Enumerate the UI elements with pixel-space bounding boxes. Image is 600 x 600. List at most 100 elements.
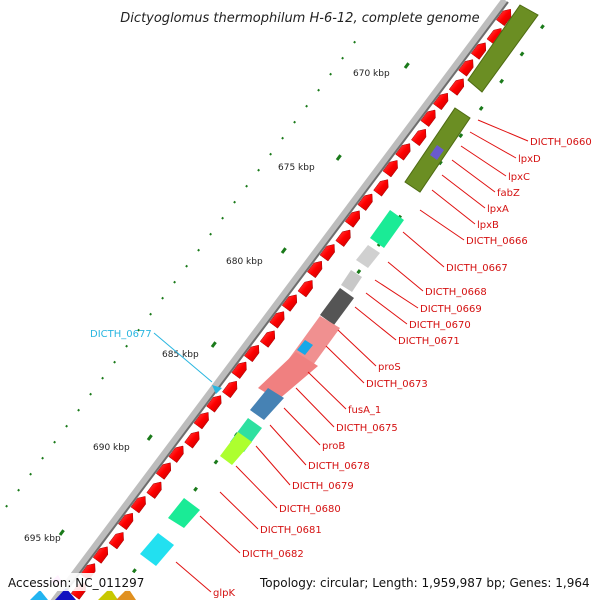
- minor-tick-4: [53, 440, 57, 444]
- gene-arrow-18: [297, 280, 313, 298]
- outer-mark-230: [213, 459, 219, 465]
- minor-tick-17: [209, 232, 212, 236]
- feature-mark-dicth-0677: [212, 385, 222, 394]
- minor-tick-15: [185, 264, 188, 268]
- gene-label-dicth-0682: DICTH_0682: [242, 549, 304, 560]
- gene-label-lpxa: lpxA: [487, 204, 509, 215]
- gene-arrow-27: [411, 128, 427, 147]
- callout-line-16: [283, 407, 321, 446]
- minor-tick-8: [101, 376, 104, 380]
- minor-tick-2: [29, 472, 33, 476]
- gene-label-dicth-0670: DICTH_0670: [409, 320, 471, 331]
- feature-block-teal: [168, 498, 200, 528]
- gene-label-dicth-0671: DICTH_0671: [398, 336, 460, 347]
- callout-line-18: [255, 445, 291, 486]
- callout-line-13: [325, 345, 365, 384]
- callout-line-1: [469, 131, 517, 159]
- gene-arrow-20: [319, 244, 335, 262]
- feature-block-green: [370, 210, 404, 248]
- gene-label-lpxc: lpxC: [508, 172, 530, 183]
- tick-label-675: 675 kbp: [278, 163, 315, 173]
- feature-block-olive-mid: [404, 107, 471, 193]
- minor-tick-3: [41, 456, 45, 460]
- gene-label-pros: proS: [378, 362, 401, 373]
- gene-label-fusa-1: fusA_1: [348, 405, 381, 416]
- callout-line-dicth-0677: [153, 332, 213, 383]
- gene-label-lpxd: lpxD: [518, 154, 541, 165]
- minor-tick-16: [197, 248, 200, 252]
- gene-arrow-22: [344, 210, 361, 228]
- gene-label-dicth-0677: DICTH_0677: [90, 329, 152, 340]
- gene-arrow-15: [259, 330, 276, 348]
- gene-arrow-17: [281, 294, 298, 312]
- callout-line-21: [199, 515, 241, 554]
- minor-tick-9: [113, 360, 116, 364]
- callout-line-6: [419, 209, 465, 241]
- gene-arrow-29: [433, 92, 449, 111]
- gene-label-dicth-0678: DICTH_0678: [308, 461, 370, 472]
- minor-tick-21: [257, 168, 261, 172]
- gene-arrow-14: [244, 344, 260, 363]
- gene-label-dicth-0680: DICTH_0680: [279, 504, 341, 515]
- callout-line-2: [460, 145, 507, 177]
- callout-line-15: [295, 387, 335, 428]
- gene-label-dicth-0666: DICTH_0666: [466, 236, 528, 247]
- major-tick-4: [146, 434, 153, 441]
- gene-arrow-8: [168, 445, 184, 463]
- gene-label-dicth-0675: DICTH_0675: [336, 423, 398, 434]
- gene-label-lpxb: lpxB: [477, 220, 499, 231]
- gene-arrow-32: [470, 42, 487, 60]
- gene-arrow-28: [420, 109, 436, 127]
- gene-label-dicth-0673: DICTH_0673: [366, 379, 428, 390]
- minor-tick-26: [317, 88, 321, 92]
- topology-text: Topology: circular; Length: 1,959,987 bp…: [259, 576, 590, 590]
- major-tick-3: [210, 341, 217, 348]
- tick-label-695: 695 kbp: [24, 534, 61, 544]
- callout-line-19: [235, 465, 278, 509]
- outer-mark-706: [499, 78, 504, 84]
- minor-tick-7: [89, 392, 92, 396]
- minor-tick-19: [233, 200, 236, 204]
- callout-line-9: [374, 279, 419, 309]
- callout-line-20: [219, 491, 259, 530]
- feature-block-pink: [258, 316, 340, 400]
- gene-arrow-31: [458, 59, 474, 77]
- tick-label-690: 690 kbp: [93, 443, 130, 453]
- major-tick-5: [58, 529, 65, 536]
- gene-arrow-13: [231, 361, 247, 379]
- callout-line-0: [477, 119, 529, 142]
- gene-arrow-5: [130, 496, 146, 514]
- callout-line-7: [402, 231, 445, 268]
- major-tick-1: [335, 154, 342, 161]
- feature-block-lime: [220, 418, 262, 465]
- callout-line-10: [365, 292, 408, 325]
- major-tick-2: [280, 247, 287, 254]
- feature-block-olive-top: [467, 4, 539, 93]
- minor-tick-13: [161, 296, 164, 300]
- minor-tick-23: [281, 136, 285, 140]
- minor-tick-24: [293, 120, 297, 124]
- minor-tick-6: [77, 408, 80, 412]
- minor-tick-18: [221, 216, 224, 220]
- callout-line-8: [387, 261, 424, 292]
- major-tick-0: [403, 62, 410, 69]
- callout-line-12: [337, 329, 377, 367]
- callout-line-5: [431, 189, 476, 225]
- gene-label-dicth-0679: DICTH_0679: [292, 481, 354, 492]
- outer-mark-468: [356, 269, 362, 275]
- gene-arrow-6: [146, 481, 162, 499]
- minor-tick-0: [5, 504, 9, 508]
- feature-blocks: [30, 4, 539, 600]
- feature-block-cyan: [140, 533, 174, 566]
- tick-label-670: 670 kbp: [353, 69, 390, 79]
- gene-label-glpk: glpK: [213, 588, 235, 599]
- minor-tick-1: [17, 488, 21, 492]
- callout-line-3: [451, 159, 496, 193]
- tick-label-680: 680 kbp: [226, 257, 263, 267]
- gene-arrow-4: [118, 512, 134, 531]
- callout-line-22: [175, 561, 212, 593]
- minor-tick-29: [353, 40, 357, 44]
- minor-tick-28: [341, 56, 345, 60]
- gene-arrow-24: [373, 179, 389, 197]
